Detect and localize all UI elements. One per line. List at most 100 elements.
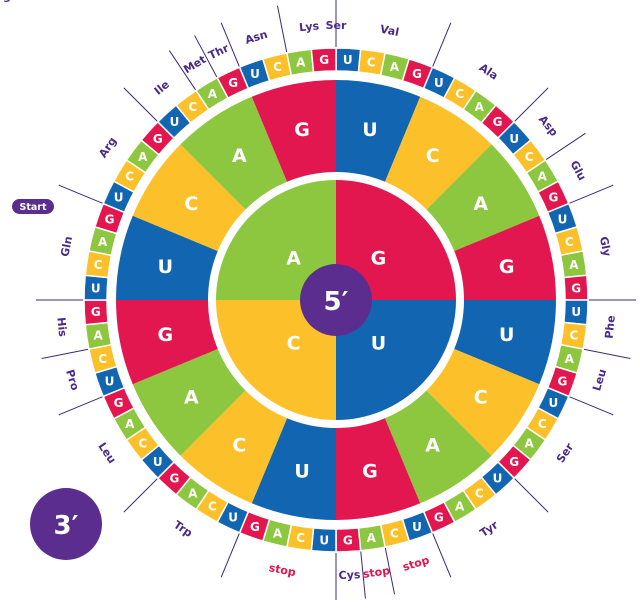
inner-ring: G U C A xyxy=(216,180,456,420)
outer-ring-letter-34: A xyxy=(273,527,283,541)
amino-acid-label-15: Pro xyxy=(63,368,82,392)
center-circle xyxy=(300,264,372,336)
outer-ring-letter-59: G xyxy=(228,76,238,90)
inner-ring-segment-0 xyxy=(336,180,456,300)
middle-ring-letter-11: G xyxy=(158,324,174,346)
divider-line-20 xyxy=(168,50,199,95)
divider-line-11 xyxy=(359,546,366,599)
outer-ring-letter-11: G xyxy=(548,190,558,204)
outer-ring-letter-20: U xyxy=(549,396,559,410)
divider-line-15 xyxy=(58,394,108,416)
start-badge-bg xyxy=(12,199,54,214)
outer-ring: U C A GUCAGUCAGUCAGUCAGUCAGUCAGUCAGUCAGUCAG… xyxy=(83,47,589,553)
start-badge: Start xyxy=(12,199,54,214)
amino-acid-label-11: Cys xyxy=(338,568,361,582)
outer-ring-letter-47: G xyxy=(91,305,101,319)
middle-ring-segment-6 xyxy=(384,390,492,504)
amino-acid-label-0: Val xyxy=(379,23,400,39)
outer-ring-letter-7: G xyxy=(493,115,503,129)
middle-ring-letter-10: A xyxy=(184,387,199,409)
outer-ring-letter-46: A xyxy=(93,329,103,343)
inner-ring-letter-2: C xyxy=(287,332,301,354)
outer-ring-letter-55: G xyxy=(153,132,163,146)
outer-ring-letter-50: A xyxy=(98,235,108,249)
amino-acid-label-12: stop xyxy=(268,561,297,579)
outer-ring-letter-51: G xyxy=(105,212,115,226)
outer-ring-letter-37: C xyxy=(208,500,217,514)
amino-acid-label-2: Asp xyxy=(536,113,561,139)
corner-label: 3′ xyxy=(54,511,79,541)
outer-ring-letter-10: A xyxy=(538,170,548,184)
divider-line-7 xyxy=(564,394,614,416)
outer-ring-segment-63 xyxy=(310,47,337,73)
outer-ring-letter-1: C xyxy=(367,55,376,69)
amino-acid-label-9: stop xyxy=(401,553,431,573)
outer-ring-letter-8: U xyxy=(509,132,519,146)
outer-ring-letter-60: U xyxy=(250,67,260,81)
middle-ring-segment-9 xyxy=(180,390,288,504)
divider-line-14 xyxy=(123,475,161,513)
outer-ring-letter-45: C xyxy=(98,352,107,366)
inner-ring-letter-0: G xyxy=(371,247,387,269)
middle-ring-letter-6: A xyxy=(425,435,440,457)
outer-ring-letter-12: U xyxy=(558,212,568,226)
amino-acid-label-19: Ile xyxy=(152,78,172,98)
outer-ring-letter-48: U xyxy=(91,282,101,296)
outer-ring-letter-25: C xyxy=(475,486,484,500)
outer-ring-letter-29: C xyxy=(390,527,399,541)
middle-ring-letter-14: A xyxy=(232,145,247,167)
outer-ring-letter-23: G xyxy=(509,455,519,469)
corner-group: 3′ xyxy=(30,488,102,560)
middle-ring-segment-2 xyxy=(426,144,540,252)
outer-ring-letter-62: A xyxy=(296,55,306,69)
outer-ring-letter-5: C xyxy=(455,87,464,101)
outer-ring-letter-38: A xyxy=(188,486,198,500)
divider-line-6 xyxy=(579,347,631,360)
outer-ring-letter-43: G xyxy=(114,396,124,410)
middle-ring-segment-3 xyxy=(454,215,556,300)
middle-ring-segment-5 xyxy=(426,348,540,456)
divider-line-3 xyxy=(541,132,586,163)
outer-ring-letter-0: U xyxy=(343,53,353,67)
divider-line-16 xyxy=(41,347,93,360)
outer-ring-letter-41: C xyxy=(138,437,147,451)
middle-ring-letter-7: G xyxy=(362,460,378,482)
divider-line-8 xyxy=(511,475,549,513)
outer-ring-letter-52: U xyxy=(114,190,124,204)
amino-acid-label-3: Glu xyxy=(567,158,588,182)
amino-acid-divider-lines xyxy=(36,0,636,600)
divider-line-10 xyxy=(383,543,396,595)
middle-ring-letter-0: U xyxy=(362,119,377,141)
amino-acid-label-21: Thr xyxy=(206,41,231,62)
outer-ring-letter-57: C xyxy=(188,100,197,114)
outer-ring-letter-13: C xyxy=(565,235,574,249)
middle-ring-segment-8 xyxy=(251,418,336,520)
middle-ring-letter-2: A xyxy=(473,193,488,215)
divider-line-18 xyxy=(58,184,108,206)
outer-ring-letter-28: U xyxy=(412,520,422,534)
amino-acid-label-18: Arg xyxy=(96,135,119,160)
outer-ring-letter-6: A xyxy=(475,100,485,114)
outer-ring-letter-54: A xyxy=(138,150,148,164)
middle-ring-segment-7 xyxy=(336,418,421,520)
middle-ring-segment-15 xyxy=(251,80,336,182)
outer-ring-letter-15: G xyxy=(571,282,581,296)
outer-ring-letter-21: C xyxy=(538,417,547,431)
outer-ring-letter-3: G xyxy=(412,67,422,81)
middle-ring-letter-12: U xyxy=(158,256,173,278)
amino-acid-label-25: Arg xyxy=(0,0,11,3)
corner-circle xyxy=(30,488,102,560)
outer-ring-letter-26: A xyxy=(455,500,465,514)
outer-ring-letter-58: A xyxy=(208,87,218,101)
amino-acid-label-13: Trp xyxy=(171,518,195,540)
middle-ring-segment-14 xyxy=(180,96,288,210)
outer-ring-letter-18: A xyxy=(565,352,575,366)
outer-ring-letter-24: U xyxy=(493,472,503,486)
outer-ring-letter-36: U xyxy=(228,511,238,525)
amino-acid-label-23: Lys xyxy=(299,19,321,34)
center-group: 5′ xyxy=(300,264,372,336)
amino-acid-label-6: Leu xyxy=(590,367,609,392)
inner-ring-segment-1 xyxy=(336,300,456,420)
amino-acid-label-20: Met xyxy=(181,53,208,76)
divider-line-13 xyxy=(220,528,242,578)
